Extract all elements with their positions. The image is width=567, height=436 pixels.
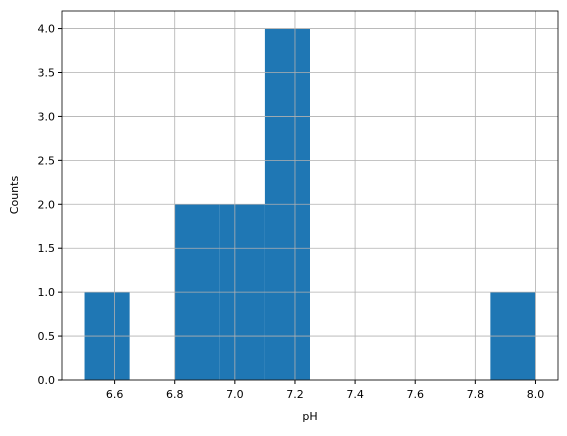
- x-tick-label: 7.6: [406, 388, 424, 401]
- plot-frame: [61, 10, 559, 381]
- x-axis-label: pH: [302, 410, 317, 423]
- y-tick-label: 1.5: [38, 242, 56, 255]
- y-tick-label: 1.0: [38, 286, 56, 299]
- x-tick-label: 8.0: [527, 388, 545, 401]
- y-axis-label: Counts: [8, 176, 21, 215]
- y-tick-label: 2.5: [38, 154, 56, 167]
- y-tick-label: 3.5: [38, 67, 56, 80]
- y-tick-label: 4.0: [38, 23, 56, 36]
- x-tick-label: 6.8: [166, 388, 184, 401]
- y-tick-label: 0.5: [38, 330, 56, 343]
- y-tick-label: 0.0: [38, 374, 56, 387]
- y-tick-label: 3.0: [38, 110, 56, 123]
- y-tick-label: 2.0: [38, 198, 56, 211]
- x-tick-label: 7.2: [286, 388, 304, 401]
- x-tick-label: 7.0: [226, 388, 244, 401]
- x-tick-label: 6.6: [106, 388, 124, 401]
- x-tick-label: 7.4: [346, 388, 364, 401]
- x-tick-label: 7.8: [467, 388, 485, 401]
